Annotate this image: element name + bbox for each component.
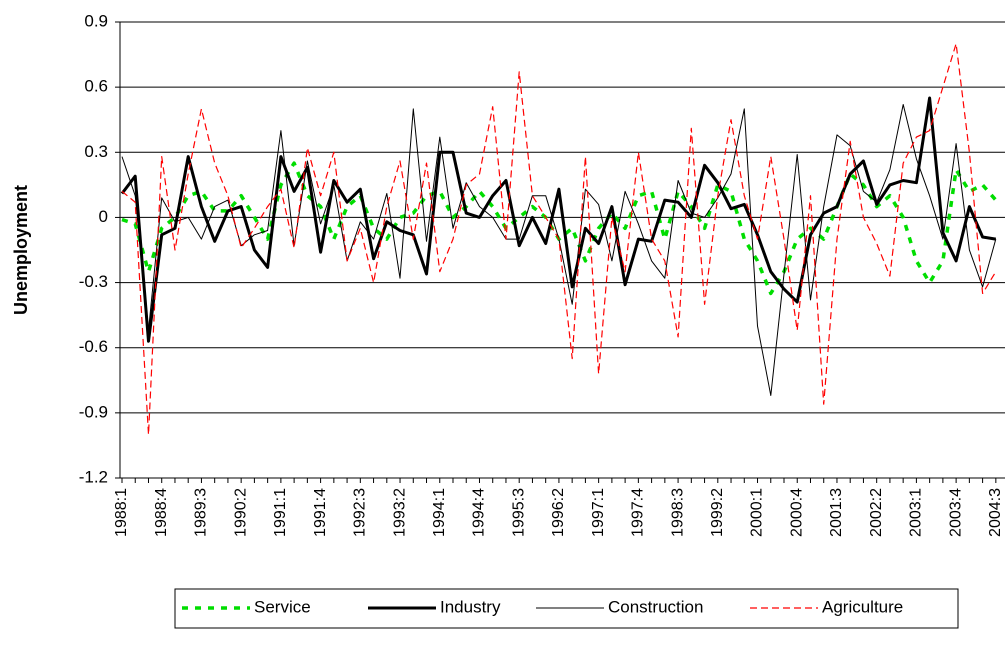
legend-label: Construction	[608, 597, 703, 616]
legend-label: Service	[254, 597, 311, 616]
x-tick-label: 1991:4	[312, 488, 329, 537]
x-tick-label: 1990:2	[232, 488, 249, 537]
legend-label: Industry	[440, 597, 501, 616]
y-axis-label: Unemployment	[11, 185, 31, 315]
y-tick-label: 0.9	[84, 11, 108, 30]
y-tick-label: 0.6	[84, 77, 108, 96]
y-tick-label: -1.2	[79, 467, 108, 486]
x-tick-label: 1999:2	[709, 488, 726, 537]
x-tick-label: 1994:1	[431, 488, 448, 537]
x-tick-label: 1988:1	[113, 488, 130, 537]
x-tick-label: 1997:4	[630, 488, 647, 537]
x-tick-label: 2000:1	[749, 488, 766, 537]
x-tick-label: 1997:1	[590, 488, 607, 537]
series-line	[120, 96, 997, 343]
y-tick-label: -0.9	[79, 402, 108, 421]
x-tick-label: 1992:3	[352, 488, 369, 537]
x-tick-label: 2002:2	[868, 488, 885, 537]
x-tick-label: 1994:4	[471, 488, 488, 537]
x-tick-label: 1989:3	[193, 488, 210, 537]
x-tick-label: 2000:4	[788, 488, 805, 537]
series-line	[121, 161, 998, 296]
x-tick-label: 1988:4	[153, 488, 170, 537]
x-tick-label: 2003:1	[908, 488, 925, 537]
legend-label: Agriculture	[822, 597, 903, 616]
x-tick-label: 1993:2	[391, 488, 408, 537]
y-tick-label: -0.3	[79, 272, 108, 291]
x-tick-label: 2003:4	[947, 488, 964, 537]
x-tick-label: 2004:3	[987, 488, 1004, 537]
y-tick-label: -0.6	[79, 337, 108, 356]
y-tick-label: 0.3	[84, 142, 108, 161]
x-tick-label: 1996:2	[550, 488, 567, 537]
x-tick-label: 2001:3	[828, 488, 845, 537]
x-tick-label: 1991:1	[272, 488, 289, 537]
y-tick-label: 0	[99, 207, 108, 226]
series-line	[121, 43, 997, 436]
x-tick-label: 1998:3	[669, 488, 686, 537]
x-tick-label: 1995:3	[510, 488, 527, 537]
